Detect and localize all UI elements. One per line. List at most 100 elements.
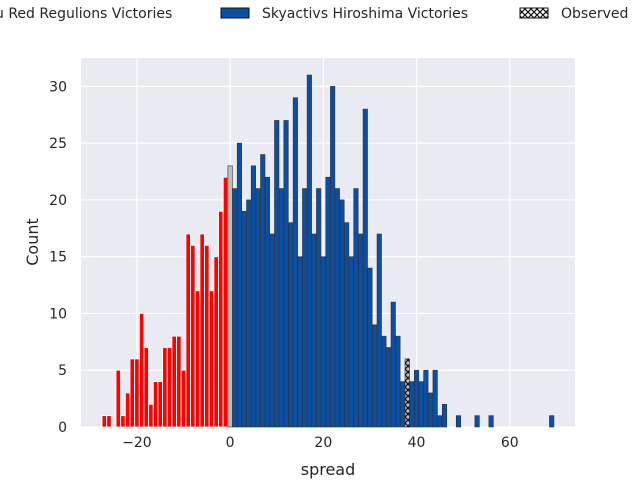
blue-bar: [311, 233, 317, 428]
blue-bar: [409, 381, 415, 428]
blue-bar: [386, 347, 392, 428]
observed-bar-hatch: [404, 358, 410, 427]
blue-bar: [474, 415, 480, 428]
blue-bar: [427, 392, 434, 428]
blue-bar: [549, 415, 555, 428]
legend: u Red Regulions Victories Skyactivs Hiro…: [0, 6, 628, 22]
observed-bar: [227, 165, 233, 428]
blue-bar: [316, 188, 322, 428]
x-tick-label: 0: [226, 435, 235, 451]
blue-bar: [236, 142, 242, 428]
blue-bar: [353, 188, 359, 428]
x-tick-label: 20: [314, 435, 332, 451]
legend-label-red: u Red Regulions Victories: [0, 6, 172, 22]
x-tick-label: 60: [501, 435, 519, 451]
red-bar: [180, 369, 187, 428]
blue-bar: [246, 199, 252, 428]
y-tick-label: 10: [49, 306, 67, 322]
blue-bar: [297, 256, 303, 428]
blue-bar: [432, 369, 438, 428]
blue-bar: [269, 233, 275, 428]
blue-bar: [362, 108, 368, 428]
red-bar: [176, 335, 182, 428]
blue-bar: [260, 154, 266, 428]
blue-bar: [423, 369, 429, 428]
blue-bar: [250, 165, 256, 428]
red-bar: [208, 290, 215, 428]
y-tick-label: 0: [58, 420, 67, 436]
blue-bar: [330, 86, 336, 428]
y-tick-label: 5: [58, 363, 67, 379]
legend-entry-observed: Observed: [519, 6, 628, 22]
y-tick-label: 20: [49, 193, 67, 209]
red-bar: [190, 244, 196, 428]
red-bar: [199, 233, 205, 428]
x-tick-labels: −20 0 20 40 60: [122, 435, 519, 451]
y-tick-label: 15: [49, 250, 67, 266]
red-bar: [138, 313, 145, 428]
red-bar: [134, 358, 140, 428]
x-tick-label: 40: [408, 435, 426, 451]
blue-bar: [339, 199, 345, 428]
legend-swatch-observed: [519, 7, 549, 19]
y-tick-label: 30: [49, 79, 67, 95]
red-bar: [124, 392, 131, 428]
blue-bar: [255, 188, 261, 428]
red-bar: [166, 347, 173, 428]
blue-bar: [278, 188, 284, 428]
blue-bar: [292, 97, 298, 428]
blue-bar: [395, 335, 401, 428]
legend-swatch-blue: [220, 7, 250, 19]
blue-bar: [418, 381, 424, 428]
blue-bar: [372, 324, 378, 428]
red-bar: [194, 290, 201, 428]
red-bar: [148, 403, 154, 428]
red-bar: [129, 358, 135, 428]
legend-label-observed: Observed: [561, 6, 628, 22]
red-bar: [222, 176, 229, 428]
blue-bar: [232, 188, 238, 428]
blue-bar: [441, 403, 448, 428]
red-bar: [115, 369, 121, 428]
blue-bar: [390, 301, 396, 428]
red-bar: [213, 256, 219, 428]
red-bar: [120, 415, 126, 428]
blue-bar: [241, 210, 247, 428]
blue-bar: [320, 256, 326, 428]
blue-bar: [344, 222, 350, 428]
blue-bar: [414, 369, 420, 428]
blue-bar: [306, 74, 312, 428]
y-tick-label: 25: [49, 136, 67, 152]
red-bar: [171, 335, 177, 428]
blue-bar: [488, 415, 494, 428]
x-tick-label: −20: [122, 435, 152, 451]
blue-bar: [264, 176, 270, 428]
blue-bar: [376, 233, 382, 428]
blue-bar: [334, 188, 340, 428]
blue-bar: [367, 267, 373, 428]
blue-bar: [381, 335, 387, 428]
bars-group: [101, 74, 555, 428]
red-bar: [152, 381, 159, 428]
red-bar: [143, 347, 149, 428]
blue-bar: [283, 120, 289, 428]
blue-bar: [325, 176, 331, 428]
red-bar: [157, 381, 163, 428]
red-bar: [101, 415, 107, 428]
blue-bar: [437, 415, 443, 428]
y-tick-labels: 0 5 10 15 20 25 30: [49, 79, 67, 436]
blue-bar: [455, 415, 462, 428]
blue-bar: [348, 256, 354, 428]
blue-bar: [288, 222, 294, 428]
red-bar: [204, 244, 210, 428]
blue-bar: [400, 381, 406, 428]
red-bar: [218, 210, 224, 428]
blue-bar: [302, 188, 308, 428]
blue-bar: [274, 120, 280, 428]
y-axis-label: Count: [23, 218, 42, 266]
legend-entry-blue: Skyactivs Hiroshima Victories: [220, 6, 468, 22]
x-axis-label: spread: [301, 460, 356, 479]
legend-entry-red: u Red Regulions Victories: [0, 6, 172, 22]
legend-label-blue: Skyactivs Hiroshima Victories: [262, 6, 468, 22]
